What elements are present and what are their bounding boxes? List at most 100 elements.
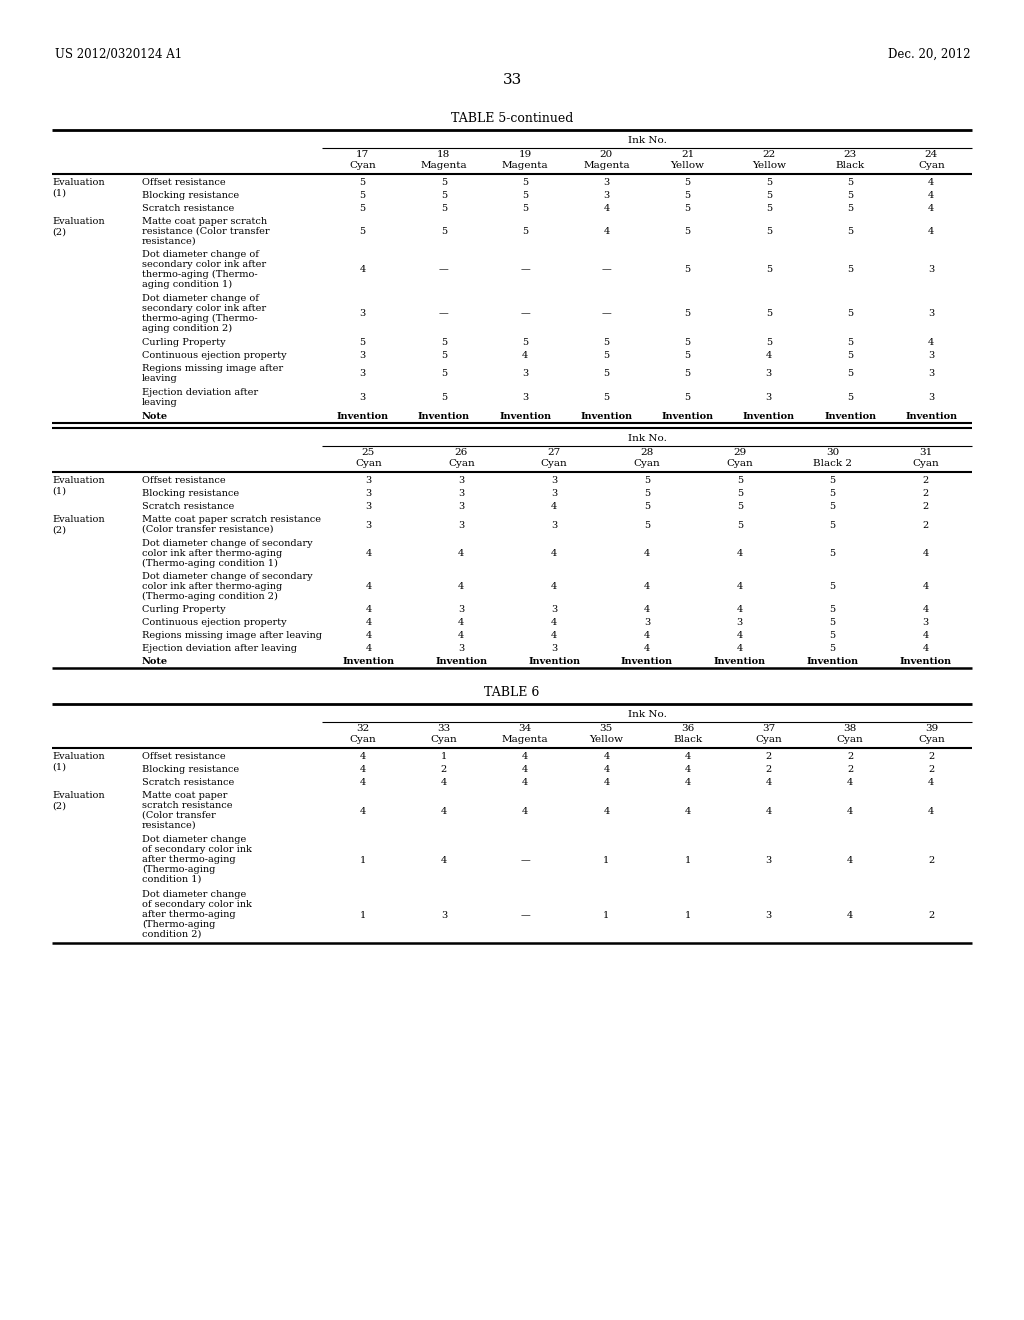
Text: 5: 5: [829, 644, 836, 653]
Text: Scratch resistance: Scratch resistance: [142, 502, 234, 511]
Text: 3: 3: [766, 393, 772, 403]
Text: 4: 4: [359, 752, 366, 762]
Text: 4: 4: [923, 631, 929, 640]
Text: 34: 34: [518, 723, 531, 733]
Text: Evaluation: Evaluation: [52, 752, 104, 762]
Text: Invention: Invention: [662, 412, 714, 421]
Text: 4: 4: [366, 631, 372, 640]
Text: 23: 23: [844, 150, 857, 158]
Text: 28: 28: [640, 447, 653, 457]
Text: Magenta: Magenta: [583, 161, 630, 170]
Text: Magenta: Magenta: [502, 161, 549, 170]
Text: 3: 3: [766, 370, 772, 379]
Text: 5: 5: [644, 488, 650, 498]
Text: —: —: [601, 309, 611, 318]
Text: Cyan: Cyan: [918, 161, 945, 170]
Text: 3: 3: [736, 618, 743, 627]
Text: Blocking resistance: Blocking resistance: [142, 766, 240, 774]
Text: 5: 5: [847, 351, 853, 360]
Text: 3: 3: [359, 309, 366, 318]
Text: 2: 2: [923, 488, 929, 498]
Text: 4: 4: [603, 807, 609, 816]
Text: Ejection deviation after leaving: Ejection deviation after leaving: [142, 644, 297, 653]
Text: 33: 33: [437, 723, 451, 733]
Text: 5: 5: [359, 227, 366, 236]
Text: (Thermo-aging condition 2): (Thermo-aging condition 2): [142, 591, 278, 601]
Text: 4: 4: [551, 502, 557, 511]
Text: 22: 22: [762, 150, 775, 158]
Text: of secondary color ink: of secondary color ink: [142, 845, 252, 854]
Text: aging condition 1): aging condition 1): [142, 280, 232, 289]
Text: Ink No.: Ink No.: [628, 434, 667, 444]
Text: 3: 3: [551, 605, 557, 614]
Text: 5: 5: [685, 370, 690, 379]
Text: Black 2: Black 2: [813, 459, 852, 469]
Text: 4: 4: [359, 777, 366, 787]
Text: 2: 2: [847, 766, 853, 774]
Text: Invention: Invention: [621, 657, 673, 667]
Text: 4: 4: [359, 265, 366, 275]
Text: scratch resistance: scratch resistance: [142, 801, 232, 810]
Text: secondary color ink after: secondary color ink after: [142, 304, 266, 313]
Text: Regions missing image after: Regions missing image after: [142, 364, 283, 374]
Text: 4: 4: [847, 807, 853, 816]
Text: 4: 4: [603, 777, 609, 787]
Text: 3: 3: [458, 605, 465, 614]
Text: resistance (Color transfer: resistance (Color transfer: [142, 227, 269, 236]
Text: 4: 4: [736, 549, 743, 558]
Text: 5: 5: [685, 178, 690, 187]
Text: Invention: Invention: [807, 657, 859, 667]
Text: 3: 3: [359, 351, 366, 360]
Text: Scratch resistance: Scratch resistance: [142, 205, 234, 213]
Text: 5: 5: [847, 265, 853, 275]
Text: (Thermo-aging condition 1): (Thermo-aging condition 1): [142, 558, 278, 568]
Text: 4: 4: [928, 338, 935, 347]
Text: 3: 3: [522, 370, 528, 379]
Text: US 2012/0320124 A1: US 2012/0320124 A1: [55, 48, 182, 61]
Text: Offset resistance: Offset resistance: [142, 752, 225, 762]
Text: 5: 5: [644, 502, 650, 511]
Text: 17: 17: [356, 150, 370, 158]
Text: 5: 5: [847, 309, 853, 318]
Text: 2: 2: [928, 766, 935, 774]
Text: Evaluation: Evaluation: [52, 791, 104, 800]
Text: Invention: Invention: [714, 657, 766, 667]
Text: Cyan: Cyan: [447, 459, 475, 469]
Text: 5: 5: [603, 351, 609, 360]
Text: Cyan: Cyan: [634, 459, 660, 469]
Text: 4: 4: [366, 549, 372, 558]
Text: 4: 4: [458, 618, 465, 627]
Text: condition 1): condition 1): [142, 875, 202, 884]
Text: 3: 3: [603, 178, 609, 187]
Text: 5: 5: [685, 351, 690, 360]
Text: resistance): resistance): [142, 238, 197, 246]
Text: 5: 5: [737, 477, 743, 484]
Text: —: —: [439, 309, 449, 318]
Text: 3: 3: [359, 393, 366, 403]
Text: Offset resistance: Offset resistance: [142, 178, 225, 187]
Text: 3: 3: [359, 370, 366, 379]
Text: 2: 2: [923, 520, 929, 529]
Text: 2: 2: [766, 766, 772, 774]
Text: 5: 5: [766, 338, 772, 347]
Text: 1: 1: [684, 911, 691, 920]
Text: Matte coat paper scratch resistance: Matte coat paper scratch resistance: [142, 515, 321, 524]
Text: 4: 4: [440, 777, 447, 787]
Text: Curling Property: Curling Property: [142, 338, 225, 347]
Text: 3: 3: [522, 393, 528, 403]
Text: leaving: leaving: [142, 399, 178, 407]
Text: Matte coat paper: Matte coat paper: [142, 791, 227, 800]
Text: (Thermo-aging: (Thermo-aging: [142, 920, 215, 929]
Text: Ink No.: Ink No.: [628, 710, 667, 719]
Text: 3: 3: [928, 309, 935, 318]
Text: 3: 3: [440, 911, 447, 920]
Text: 4: 4: [366, 605, 372, 614]
Text: 4: 4: [923, 605, 929, 614]
Text: 5: 5: [440, 205, 446, 213]
Text: 4: 4: [522, 807, 528, 816]
Text: 1: 1: [603, 855, 609, 865]
Text: 1: 1: [359, 855, 366, 865]
Text: 3: 3: [458, 520, 465, 529]
Text: 5: 5: [440, 227, 446, 236]
Text: 38: 38: [844, 723, 857, 733]
